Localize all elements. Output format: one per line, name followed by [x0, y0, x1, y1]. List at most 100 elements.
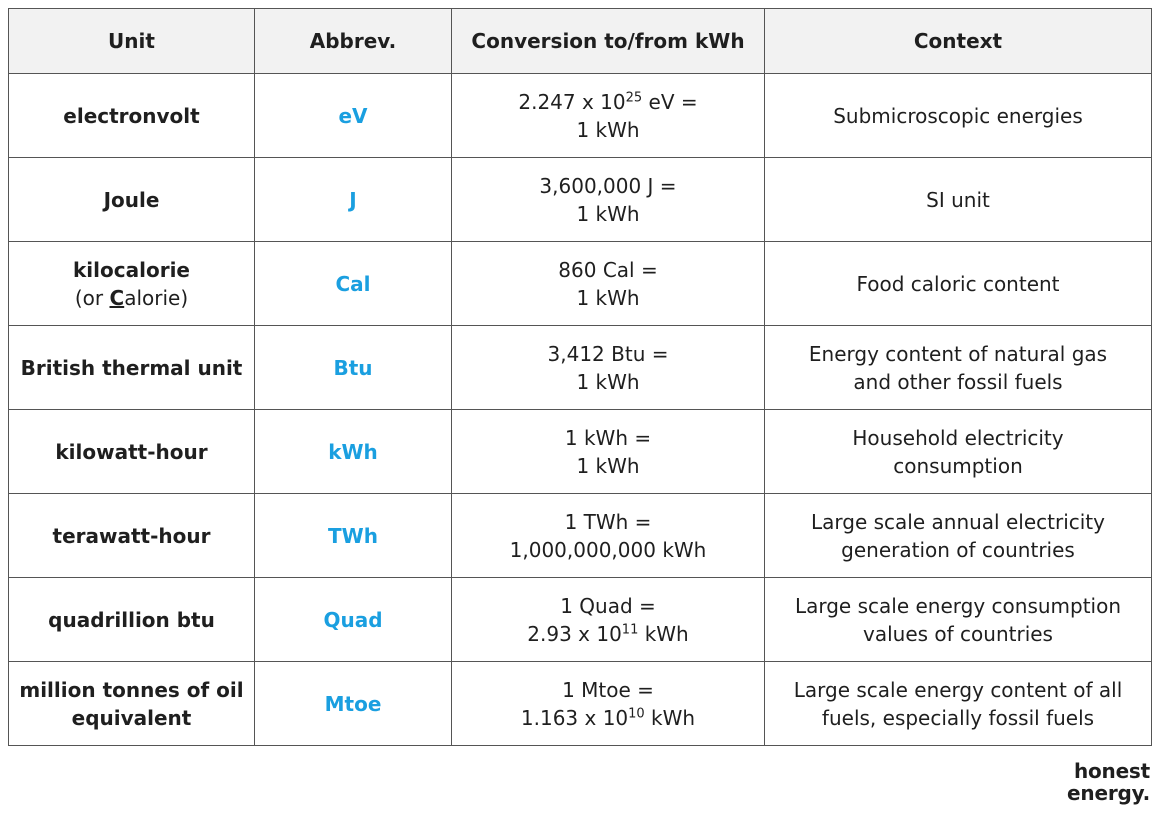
conversion-cell: 860 Cal = 1 kWh — [451, 241, 765, 326]
unit-name: terawatt-hour — [52, 523, 211, 548]
conversion-line-2: 1.163 x 1010 kWh — [460, 704, 756, 732]
conversion-cell: 1 kWh = 1 kWh — [451, 409, 765, 494]
abbrev-cell: eV — [254, 73, 452, 158]
conversion-line-1: 1 Mtoe = — [562, 677, 654, 702]
table-row: million tonnes of oil equivalent Mtoe 1 … — [8, 661, 1152, 746]
conversion-line-1: 1 kWh = — [564, 425, 652, 450]
context-line-1: Energy content of natural gas — [808, 341, 1108, 366]
conversion-exponent: 25 — [625, 89, 643, 105]
context-line-2: values of countries — [863, 621, 1053, 646]
abbrev-cell: kWh — [254, 409, 452, 494]
unit-alias-prefix: (or — [74, 285, 110, 310]
table-row: kilocalorie (or Calorie) Cal 860 Cal = 1… — [8, 241, 1152, 326]
context-line-1: Large scale annual electricity — [811, 509, 1105, 534]
unit-alias-initial: C — [109, 285, 125, 310]
conversion-line-2: 1 kWh — [576, 369, 640, 394]
unit-cell: British thermal unit — [8, 325, 255, 410]
conversion-unit: kWh — [638, 621, 689, 646]
conversion-base: 1.163 x 10 — [520, 705, 629, 730]
context-cell: Energy content of natural gas and other … — [764, 325, 1152, 410]
context-line-2: and other fossil fuels — [853, 369, 1063, 394]
table-row: Joule J 3,600,000 J = 1 kWh SI unit — [8, 157, 1152, 242]
abbrev-cell: Mtoe — [254, 661, 452, 746]
conversion-line-1: 1 TWh = — [564, 509, 652, 534]
conversion-cell: 1 Quad = 2.93 x 1011 kWh — [451, 577, 765, 662]
unit-cell: quadrillion btu — [8, 577, 255, 662]
conversion-line-2: 1,000,000,000 kWh — [509, 537, 707, 562]
context-line-1: SI unit — [926, 187, 990, 212]
conversion-unit: kWh — [644, 705, 696, 730]
energy-units-table: Unit Abbrev. Conversion to/from kWh Cont… — [8, 8, 1152, 746]
unit-alias-rest: alorie) — [124, 285, 189, 310]
conversion-unit: eV = — [642, 89, 698, 114]
unit-name: electronvolt — [63, 103, 200, 128]
unit-alias: (or Calorie) — [17, 284, 246, 312]
table-row: British thermal unit Btu 3,412 Btu = 1 k… — [8, 325, 1152, 410]
unit-name: kilowatt-hour — [55, 439, 208, 464]
abbrev-cell: Cal — [254, 241, 452, 326]
conversion-line-1: 1 Quad = — [560, 593, 656, 618]
honest-energy-logo: honest energy. — [1067, 760, 1150, 804]
table-row: terawatt-hour TWh 1 TWh = 1,000,000,000 … — [8, 493, 1152, 578]
conversion-cell: 1 TWh = 1,000,000,000 kWh — [451, 493, 765, 578]
unit-name: British thermal unit — [20, 355, 243, 380]
conversion-line-1: 3,412 Btu = — [547, 341, 669, 366]
unit-name: kilocalorie — [73, 257, 190, 282]
unit-name-line-2: equivalent — [71, 705, 192, 730]
context-line-2: consumption — [893, 453, 1023, 478]
unit-cell: Joule — [8, 157, 255, 242]
header-conversion: Conversion to/from kWh — [451, 8, 765, 74]
abbrev-cell: TWh — [254, 493, 452, 578]
abbrev-cell: Btu — [254, 325, 452, 410]
conversion-cell: 3,412 Btu = 1 kWh — [451, 325, 765, 410]
logo-line-1: honest — [1073, 759, 1150, 783]
table-row: electronvolt eV 2.247 x 1025 eV = 1 kWh … — [8, 73, 1152, 158]
context-line-1: Large scale energy consumption — [794, 593, 1122, 618]
unit-name: quadrillion btu — [48, 607, 215, 632]
conversion-cell: 1 Mtoe = 1.163 x 1010 kWh — [451, 661, 765, 746]
header-context: Context — [764, 8, 1152, 74]
table-header-row: Unit Abbrev. Conversion to/from kWh Cont… — [8, 8, 1152, 74]
context-cell: Household electricity consumption — [764, 409, 1152, 494]
context-line-1: Submicroscopic energies — [833, 103, 1083, 128]
logo-line-2: energy. — [1067, 781, 1150, 805]
conversion-line-2: 2.93 x 1011 kWh — [460, 620, 756, 648]
conversion-cell: 3,600,000 J = 1 kWh — [451, 157, 765, 242]
context-line-1: Food caloric content — [856, 271, 1060, 296]
unit-cell: kilocalorie (or Calorie) — [8, 241, 255, 326]
conversion-exponent: 11 — [621, 621, 639, 637]
header-abbrev: Abbrev. — [254, 8, 452, 74]
abbrev-cell: J — [254, 157, 452, 242]
unit-cell: kilowatt-hour — [8, 409, 255, 494]
conversion-line-2: 1 kWh — [576, 201, 640, 226]
context-line-1: Large scale energy content of all — [793, 677, 1123, 702]
abbrev-cell: Quad — [254, 577, 452, 662]
table-row: quadrillion btu Quad 1 Quad = 2.93 x 101… — [8, 577, 1152, 662]
unit-cell: terawatt-hour — [8, 493, 255, 578]
context-line-1: Household electricity — [852, 425, 1064, 450]
conversion-cell: 2.247 x 1025 eV = 1 kWh — [451, 73, 765, 158]
table-row: kilowatt-hour kWh 1 kWh = 1 kWh Househol… — [8, 409, 1152, 494]
conversion-line-2: 1 kWh — [576, 453, 640, 478]
unit-name: Joule — [103, 187, 160, 212]
header-unit: Unit — [8, 8, 255, 74]
conversion-base: 2.93 x 10 — [527, 621, 622, 646]
conversion-line-1: 3,600,000 J = — [539, 173, 677, 198]
context-line-2: fuels, especially fossil fuels — [821, 705, 1095, 730]
conversion-base: 2.247 x 10 — [518, 89, 626, 114]
context-cell: Submicroscopic energies — [764, 73, 1152, 158]
conversion-line-1: 860 Cal = — [558, 257, 658, 282]
conversion-line-2: 1 kWh — [576, 285, 640, 310]
conversion-line-2: 1 kWh — [576, 117, 640, 142]
context-cell: Large scale energy content of all fuels,… — [764, 661, 1152, 746]
unit-name: million tonnes of oil — [19, 677, 244, 702]
context-cell: Large scale energy consumption values of… — [764, 577, 1152, 662]
context-cell: Food caloric content — [764, 241, 1152, 326]
context-cell: Large scale annual electricity generatio… — [764, 493, 1152, 578]
unit-cell: million tonnes of oil equivalent — [8, 661, 255, 746]
conversion-exponent: 10 — [628, 705, 645, 721]
conversion-line-1: 2.247 x 1025 eV = — [460, 88, 756, 116]
context-cell: SI unit — [764, 157, 1152, 242]
unit-cell: electronvolt — [8, 73, 255, 158]
context-line-2: generation of countries — [841, 537, 1075, 562]
